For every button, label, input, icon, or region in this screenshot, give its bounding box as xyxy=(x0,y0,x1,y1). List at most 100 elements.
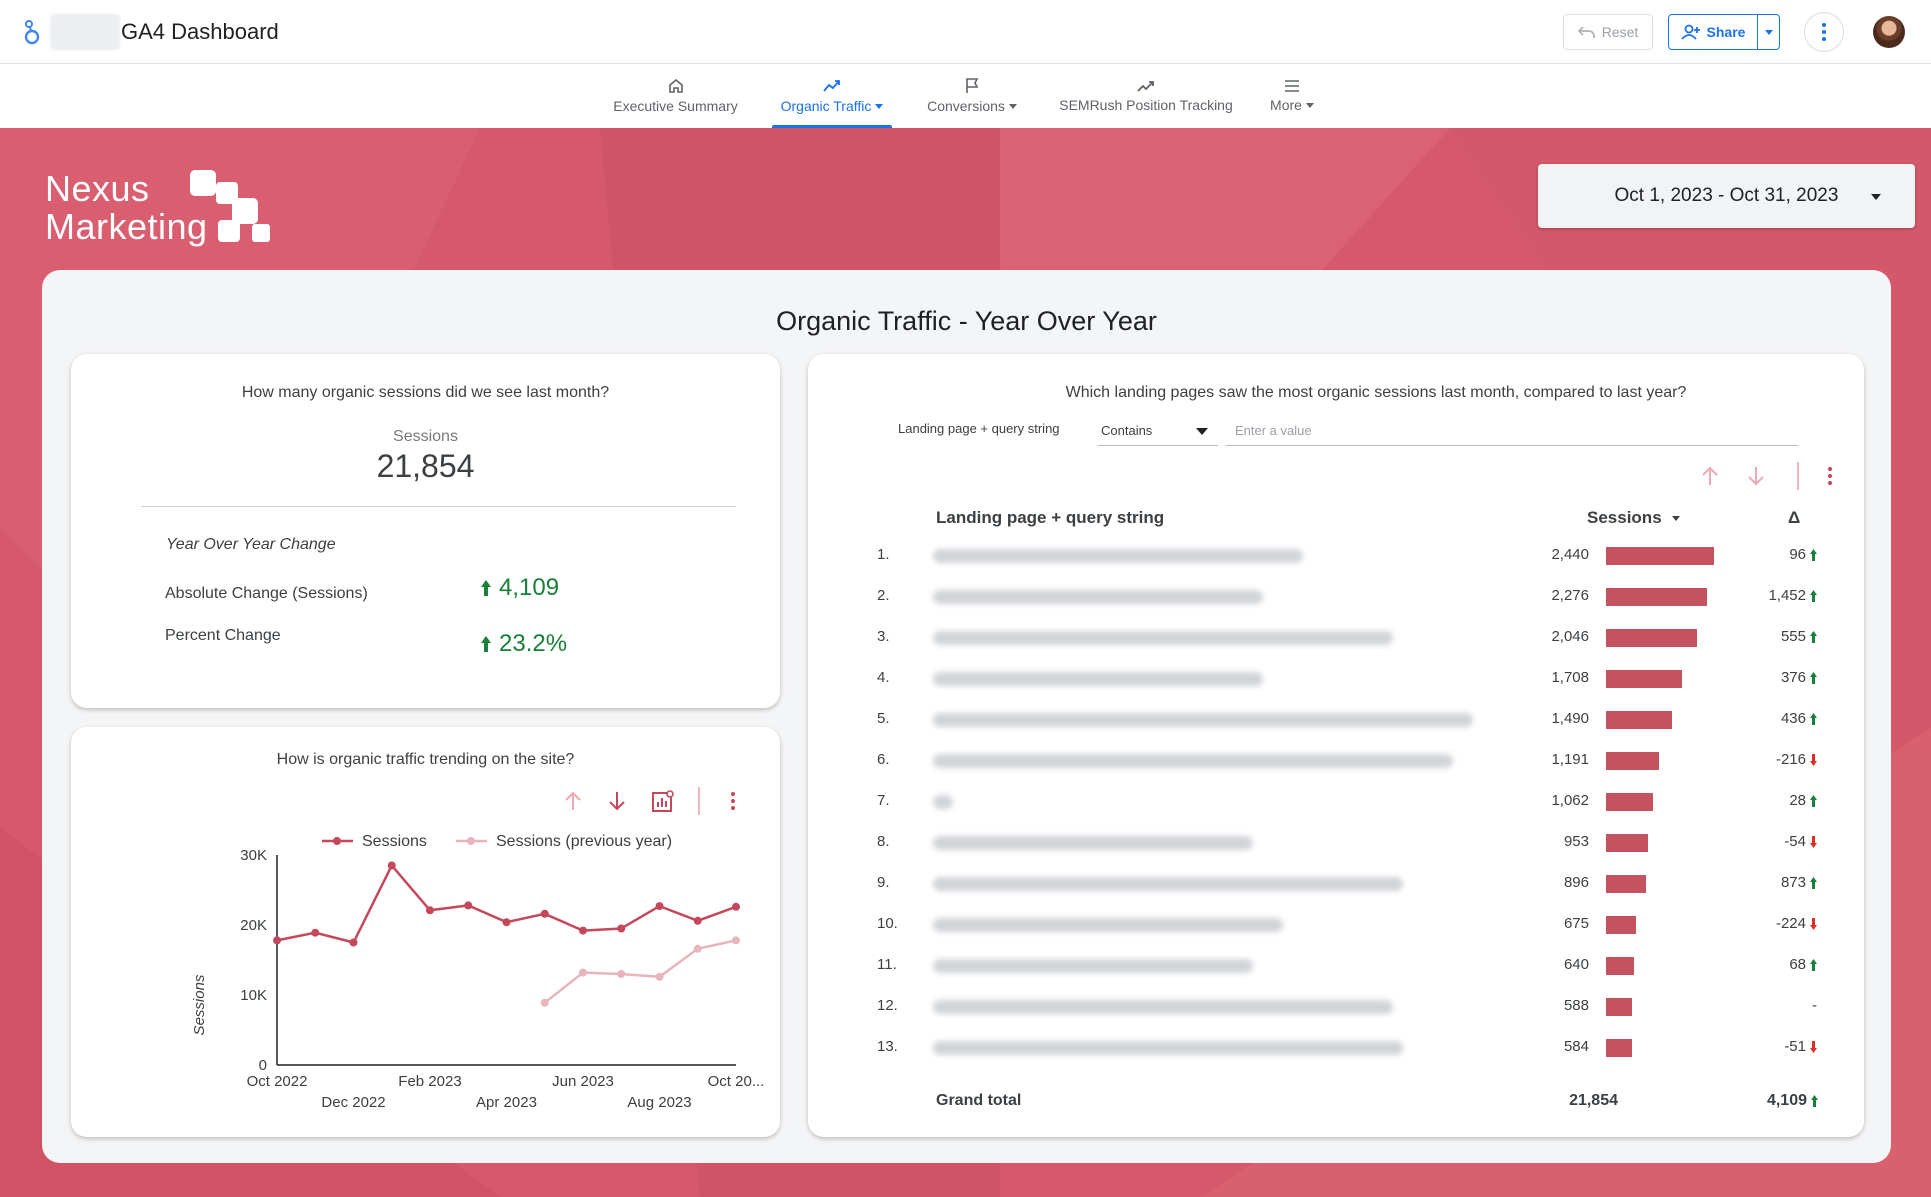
landing-page-redacted[interactable] xyxy=(933,590,1263,604)
arrow-up-icon xyxy=(481,580,491,596)
data-point[interactable] xyxy=(655,902,664,911)
arrow-up-icon xyxy=(1702,466,1718,485)
share-main[interactable]: Share xyxy=(1669,15,1757,49)
table-row[interactable]: 1. 2,440 96 xyxy=(808,536,1864,577)
legend-prev-year-label[interactable]: Sessions (previous year) xyxy=(496,833,672,850)
column-header-delta[interactable]: Δ xyxy=(1788,508,1801,527)
reset-button[interactable]: Reset xyxy=(1563,14,1653,50)
table-menu-button[interactable] xyxy=(1816,462,1844,490)
landing-page-redacted[interactable] xyxy=(933,713,1473,727)
report-canvas: Nexus Marketing Oct 1, 2023 - Oct 31, 20… xyxy=(0,128,1931,1197)
landing-page-redacted[interactable] xyxy=(933,754,1453,768)
data-point[interactable] xyxy=(579,968,587,977)
data-point[interactable] xyxy=(693,916,702,925)
sort-ascending-button[interactable] xyxy=(559,787,587,815)
table-row[interactable]: 6. 1,191 -216 xyxy=(808,741,1864,782)
column-header-sessions[interactable]: Sessions xyxy=(1587,508,1680,528)
data-point[interactable] xyxy=(464,901,473,910)
data-point[interactable] xyxy=(732,902,740,911)
arrow-up-icon xyxy=(1810,630,1817,643)
landing-page-redacted[interactable] xyxy=(933,877,1403,891)
user-avatar[interactable] xyxy=(1873,16,1905,48)
landing-page-redacted[interactable] xyxy=(933,672,1263,686)
data-point[interactable] xyxy=(387,861,396,870)
filter-value-input[interactable]: Enter a value xyxy=(1226,416,1798,446)
table-row[interactable]: 2. 2,276 1,452 xyxy=(808,577,1864,618)
tab-executive-summary[interactable]: Executive Summary xyxy=(603,64,748,128)
trending-icon xyxy=(823,80,840,92)
sort-descending-button[interactable] xyxy=(1742,462,1770,490)
landing-page-redacted[interactable] xyxy=(933,918,1283,932)
row-delta-value: 436 xyxy=(1780,710,1806,727)
row-number: 12. xyxy=(877,997,898,1014)
tab-semrush-position-tracking[interactable]: SEMRush Position Tracking xyxy=(1055,64,1237,128)
tab-organic-traffic[interactable]: Organic Traffic xyxy=(772,64,892,128)
row-sessions: 1,708 xyxy=(1551,669,1589,686)
filter-dimension-label: Landing page + query string xyxy=(898,421,1060,436)
data-point[interactable] xyxy=(732,936,740,945)
landing-page-redacted[interactable] xyxy=(933,549,1303,563)
table-row[interactable]: 8. 953 -54 xyxy=(808,823,1864,864)
landing-page-redacted[interactable] xyxy=(933,836,1253,850)
table-row[interactable]: 13. 584 -51 xyxy=(808,1028,1864,1069)
chart-options-button[interactable] xyxy=(649,787,677,815)
row-sessions-bar xyxy=(1606,629,1697,647)
kebab-icon xyxy=(1822,23,1826,41)
data-point[interactable] xyxy=(693,944,702,953)
row-delta: 1,452 xyxy=(1768,587,1817,604)
sort-ascending-button[interactable] xyxy=(1696,462,1724,490)
row-sessions: 2,440 xyxy=(1551,546,1589,563)
more-options-button[interactable] xyxy=(1804,12,1844,52)
tab-conversions[interactable]: Conversions xyxy=(922,64,1022,128)
arrow-up-icon xyxy=(565,791,581,810)
row-sessions: 2,276 xyxy=(1551,587,1589,604)
table-row[interactable]: 4. 1,708 376 xyxy=(808,659,1864,700)
column-header-landing-page[interactable]: Landing page + query string xyxy=(936,508,1165,527)
row-number: 7. xyxy=(877,792,890,809)
landing-page-redacted[interactable] xyxy=(933,1041,1403,1055)
filter-operator-select[interactable]: Contains xyxy=(1098,416,1218,446)
data-point[interactable] xyxy=(311,928,320,937)
landing-page-redacted[interactable] xyxy=(933,959,1253,973)
share-dropdown-button[interactable] xyxy=(1757,15,1779,49)
sort-descending-button[interactable] xyxy=(603,787,631,815)
landing-page-redacted[interactable] xyxy=(933,631,1393,645)
data-point[interactable] xyxy=(655,972,664,981)
landing-page-redacted[interactable] xyxy=(933,795,953,809)
caret-down-icon xyxy=(1196,428,1208,435)
data-point[interactable] xyxy=(349,938,358,947)
data-point[interactable] xyxy=(502,918,511,927)
tab-more[interactable]: More xyxy=(1262,64,1322,128)
row-delta: 436 xyxy=(1781,710,1817,727)
table-row[interactable]: 12. 588 - xyxy=(808,987,1864,1028)
table-row[interactable]: 7. 1,062 28 xyxy=(808,782,1864,823)
data-point[interactable] xyxy=(540,909,549,918)
table-row[interactable]: 9. 896 873 xyxy=(808,864,1864,905)
kebab-icon xyxy=(731,792,735,810)
report-title[interactable]: GA4 Dashboard xyxy=(121,19,279,44)
x-tick-label: Oct 20... xyxy=(708,1073,765,1090)
table-row[interactable]: 11. 640 68 xyxy=(808,946,1864,987)
row-delta: - xyxy=(1812,997,1817,1014)
chart-menu-button[interactable] xyxy=(719,787,747,815)
date-range-picker[interactable]: Oct 1, 2023 - Oct 31, 2023 xyxy=(1538,164,1915,228)
data-point[interactable] xyxy=(273,936,281,945)
flag-icon xyxy=(966,78,979,93)
share-button[interactable]: Share xyxy=(1668,14,1780,50)
table-row[interactable]: 5. 1,490 436 xyxy=(808,700,1864,741)
data-point[interactable] xyxy=(540,998,549,1007)
data-point[interactable] xyxy=(617,924,626,933)
table-row[interactable]: 3. 2,046 555 xyxy=(808,618,1864,659)
landing-page-redacted[interactable] xyxy=(933,1000,1393,1014)
arrow-down-icon xyxy=(1810,1040,1817,1053)
legend-sessions-label[interactable]: Sessions xyxy=(362,833,427,850)
arrow-down-icon xyxy=(609,792,625,811)
data-point[interactable] xyxy=(617,970,626,978)
row-sessions-bar xyxy=(1606,1039,1632,1057)
row-sessions: 640 xyxy=(1563,956,1589,973)
data-point[interactable] xyxy=(426,906,434,915)
tab-label: Executive Summary xyxy=(613,98,738,114)
table-row[interactable]: 10. 675 -224 xyxy=(808,905,1864,946)
data-point[interactable] xyxy=(579,926,587,935)
looker-studio-logo-icon[interactable] xyxy=(20,18,44,46)
